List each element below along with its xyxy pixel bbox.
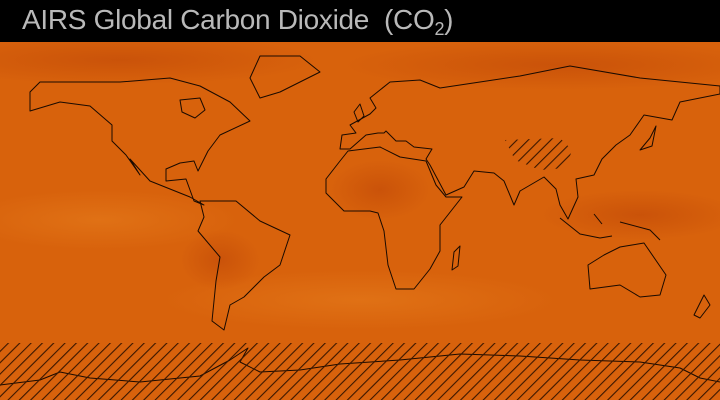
- hudson-bay: [179, 97, 206, 119]
- north-america: [29, 77, 251, 206]
- australia: [587, 242, 667, 298]
- page-title: AIRS Global Carbon Dioxide (CO2): [22, 4, 454, 40]
- co2-world-map: [0, 42, 720, 400]
- madagascar: [451, 245, 461, 271]
- great-britain: [353, 103, 365, 123]
- hatched-region-antarctica: [0, 343, 720, 400]
- formula-end: ): [444, 4, 454, 35]
- co2-variations: [0, 42, 720, 330]
- eurasia: [339, 65, 720, 220]
- title-bar: AIRS Global Carbon Dioxide (CO2): [0, 0, 720, 42]
- south-america: [197, 200, 291, 331]
- hatched-region-tibet: [505, 138, 572, 170]
- africa: [325, 146, 463, 290]
- japan: [639, 125, 657, 151]
- formula-subscript: 2: [434, 19, 445, 39]
- new-zealand: [693, 294, 711, 319]
- title-text: AIRS Global Carbon Dioxide: [22, 4, 370, 35]
- indonesia: [559, 213, 661, 241]
- formula: (CO: [384, 4, 435, 35]
- greenland: [249, 55, 321, 99]
